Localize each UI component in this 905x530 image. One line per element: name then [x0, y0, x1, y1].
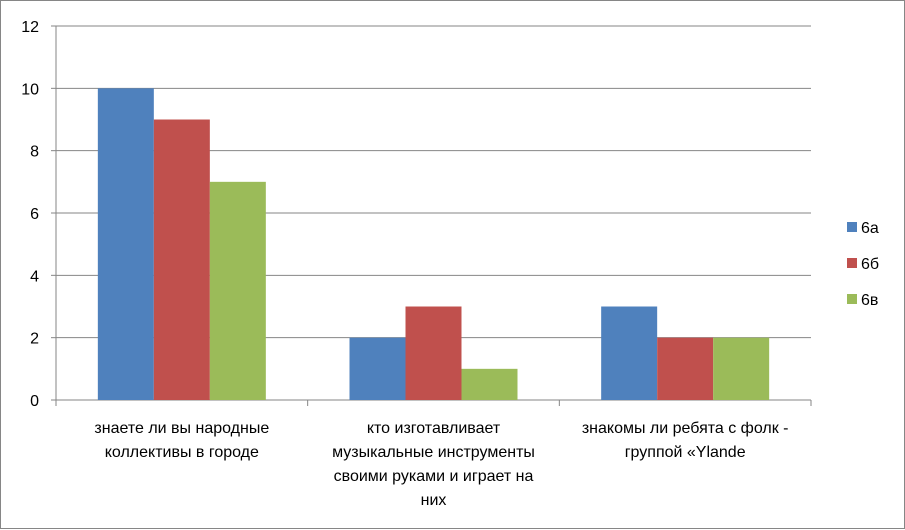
bar: [209, 181, 266, 400]
x-category-label-line: знакомы ли ребята с фолк -: [582, 420, 789, 437]
y-tick-label: 4: [30, 268, 39, 285]
y-tick-label: 6: [30, 206, 39, 223]
y-tick-label: 0: [30, 393, 39, 410]
y-tick-label: 8: [30, 144, 39, 161]
bar: [153, 119, 210, 400]
y-tick-label: 10: [21, 81, 39, 98]
x-category-label: знакомы ли ребята с фолк - группой «Yland…: [582, 420, 789, 461]
x-category-label: знаете ли вы народные коллективы в городе: [94, 420, 269, 461]
bar: [97, 88, 154, 400]
x-category-label-line: своими руками и играет на: [334, 468, 534, 485]
legend-swatch: [847, 258, 857, 268]
bar: [657, 337, 714, 400]
y-tick-label: 12: [21, 19, 39, 36]
x-category-label-line: кто изготавливает: [367, 420, 501, 437]
x-category-label-line: музыкальные инструменты: [332, 444, 535, 461]
legend-label: 6а: [861, 220, 879, 237]
bar: [601, 306, 658, 400]
legend-label: 6б: [861, 256, 879, 273]
legend-label: 6в: [861, 292, 878, 309]
y-tick-label: 2: [30, 331, 39, 348]
bar: [461, 368, 518, 400]
x-category-label-line: знаете ли вы народные: [94, 420, 269, 437]
bar: [405, 306, 462, 400]
bar: [713, 337, 770, 400]
x-category-label-line: группой «Ylande: [625, 444, 746, 461]
legend-swatch: [847, 222, 857, 232]
x-category-label-line: них: [421, 492, 447, 509]
bar: [349, 337, 406, 400]
legend-swatch: [847, 294, 857, 304]
x-category-label: кто изготавливает музыкальные инструменты…: [332, 420, 535, 509]
x-category-label-line: коллективы в городе: [105, 444, 259, 461]
